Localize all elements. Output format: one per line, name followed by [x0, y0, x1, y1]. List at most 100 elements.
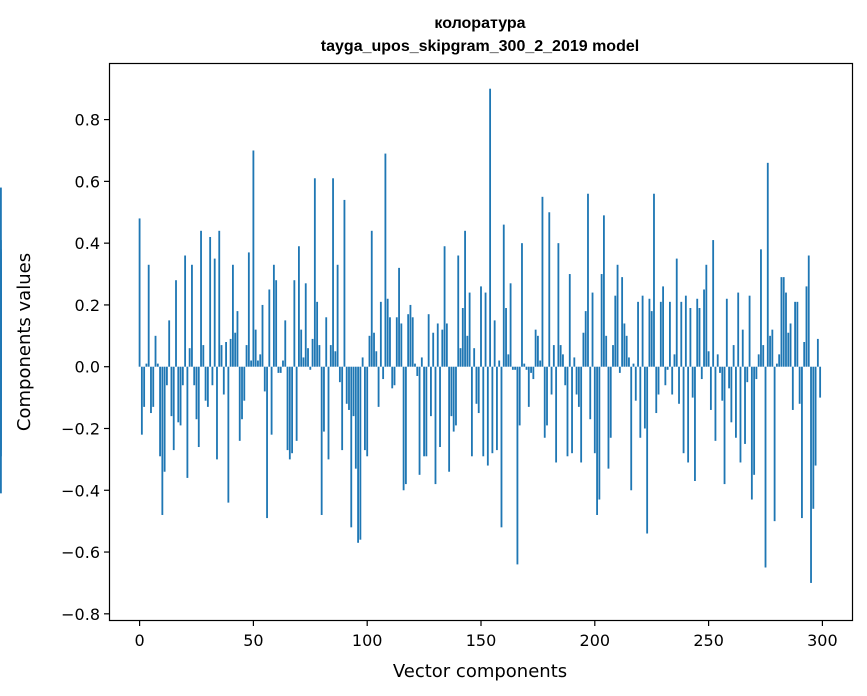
- bar-19: [181, 366, 184, 386]
- y-tick-label: −0.4: [61, 481, 100, 500]
- bar-151: [482, 366, 485, 457]
- bar-244: [694, 366, 696, 481]
- bar-197: [587, 193, 589, 367]
- bar-279: [773, 366, 776, 522]
- bar-149: [477, 366, 480, 414]
- bar-95: [354, 366, 357, 469]
- bar-46: [243, 366, 246, 401]
- bar-180: [548, 212, 551, 367]
- bar-278: [771, 329, 774, 367]
- bar-12: [165, 366, 168, 386]
- bar-25: [195, 366, 198, 420]
- bar-195: [582, 332, 585, 367]
- bar-56: [266, 366, 268, 519]
- bar-170: [525, 366, 528, 370]
- bar-75: [309, 366, 312, 370]
- bar-201: [596, 366, 598, 515]
- bar-126: [425, 366, 428, 457]
- bar-295: [810, 366, 812, 583]
- bar-224: [648, 298, 651, 367]
- bar-68: [293, 280, 296, 367]
- bar-129: [432, 332, 435, 367]
- y-tick-label: 0.8: [75, 111, 100, 130]
- bar-86: [334, 351, 337, 367]
- bar-10: [161, 366, 164, 515]
- bar-123: [418, 366, 421, 475]
- bar-144: [466, 335, 469, 367]
- bar-27: [200, 230, 202, 367]
- bar-125: [423, 366, 426, 457]
- bar-176: [539, 360, 542, 367]
- y-tick-label: −0.6: [61, 543, 100, 562]
- bar-230: [662, 286, 664, 367]
- bar-232: [666, 366, 669, 370]
- bar-90: [343, 199, 346, 367]
- bar-24: [193, 366, 196, 386]
- bar-139: [455, 366, 457, 426]
- bar-60: [275, 280, 278, 367]
- bar-171: [527, 366, 530, 407]
- bar-298: [816, 338, 819, 367]
- bar-117: [404, 366, 407, 485]
- bar-214: [625, 335, 628, 367]
- bar-258: [725, 298, 728, 367]
- y-axis-ticks: −0.8 −0.6 −0.4 −0.2 0.0 0.2 0.4 0.6 0.8: [61, 111, 110, 624]
- bar-205: [605, 335, 608, 367]
- bar-280: [775, 363, 778, 367]
- bar-187: [564, 366, 567, 386]
- bar-106: [379, 301, 382, 367]
- bar-160: [502, 224, 505, 367]
- bar-14: [170, 366, 173, 417]
- bar-83: [327, 366, 330, 460]
- bar-8: [156, 363, 159, 367]
- bar-223: [646, 366, 649, 534]
- bar-290: [798, 366, 801, 404]
- bar-35: [218, 230, 221, 367]
- bar-70: [298, 246, 300, 367]
- bar-190: [571, 366, 573, 454]
- bar-255: [719, 366, 721, 373]
- bar-168: [521, 243, 523, 367]
- bar-136: [448, 366, 451, 472]
- bar-186: [562, 354, 564, 367]
- bar-182: [552, 345, 555, 367]
- bar-173: [532, 366, 535, 380]
- bar-219: [637, 301, 639, 367]
- bar-55: [263, 366, 266, 392]
- bar-241: [687, 366, 690, 463]
- bar-28: [202, 345, 205, 367]
- bar-143: [464, 230, 466, 367]
- bar-203: [600, 274, 603, 367]
- bar-54: [261, 304, 264, 367]
- bar-245: [696, 298, 699, 367]
- bar-32: [211, 366, 214, 386]
- x-axis-label: Vector components: [393, 661, 567, 682]
- bar-289: [796, 301, 799, 367]
- bar-67: [291, 366, 293, 454]
- bar-57: [268, 289, 271, 367]
- bar-268: [748, 295, 751, 367]
- bar-166: [516, 366, 519, 565]
- bar-122: [416, 366, 419, 376]
- x-tick-label: 100: [352, 631, 383, 650]
- bar-9: [159, 366, 161, 457]
- bar-103: [373, 332, 375, 367]
- bar-267: [746, 366, 749, 383]
- bar-61: [277, 366, 280, 373]
- bar-196: [584, 311, 587, 367]
- bar-294: [807, 255, 810, 367]
- bar-11: [163, 366, 166, 472]
- bar-69: [295, 366, 298, 441]
- bar-211: [618, 366, 621, 373]
- bar-277: [769, 335, 771, 367]
- bar-179: [546, 366, 548, 426]
- bar-89: [341, 366, 344, 451]
- bar-138: [452, 366, 455, 432]
- bar-248: [703, 289, 705, 367]
- x-tick-label: 250: [693, 631, 724, 650]
- bar-1: [140, 366, 143, 435]
- bar-204: [603, 215, 605, 367]
- bar-133: [441, 329, 444, 367]
- bar-216: [630, 366, 633, 491]
- bar-283: [782, 277, 785, 367]
